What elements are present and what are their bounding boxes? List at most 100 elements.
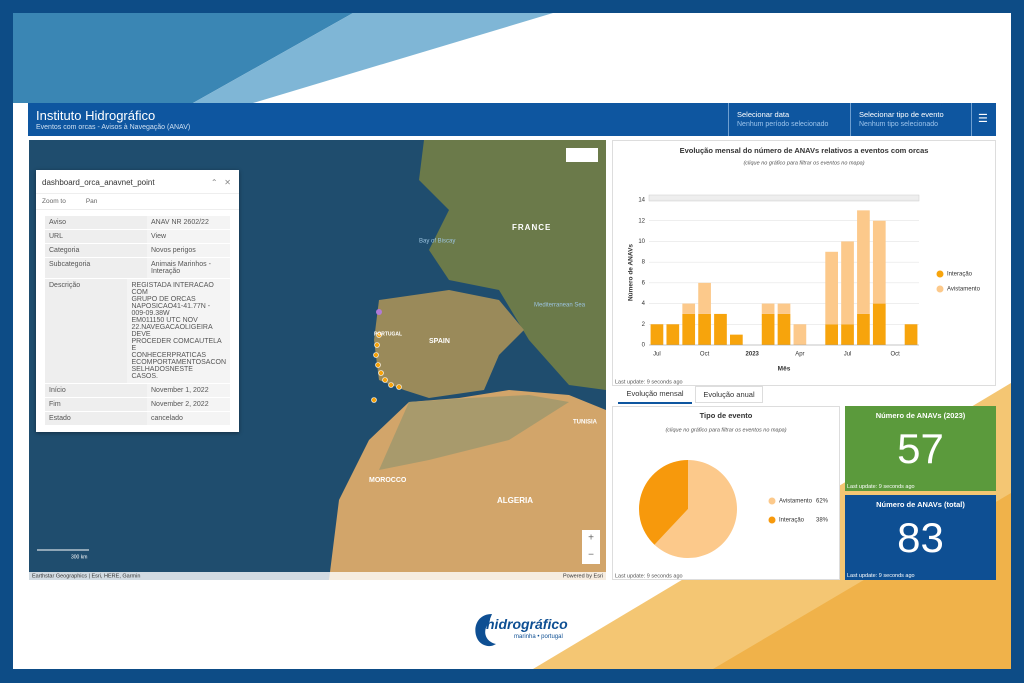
pie-chart[interactable]: Tipo de evento (clique no gráfico para fi… xyxy=(613,407,839,579)
app-subtitle: Eventos com orcas - Avisos à Navegação (… xyxy=(36,124,191,131)
popup-row: Fim November 2, 2022 xyxy=(45,398,230,412)
popup-row: Aviso ANAV NR 2602/22 xyxy=(45,216,230,230)
attribution-bar xyxy=(29,572,606,580)
field-value: Novos perigos xyxy=(147,244,230,257)
bar-segment xyxy=(872,220,886,304)
y-axis-title: Número de ANAVs xyxy=(628,244,635,301)
bar-segment xyxy=(857,210,870,314)
bar-segment xyxy=(730,334,743,345)
logo: hidrográfico marinha • portugal xyxy=(470,610,590,650)
logo-name: hidrográfico xyxy=(486,616,568,632)
shape xyxy=(376,332,382,338)
y-tick-label: 14 xyxy=(638,198,645,204)
legend-swatch xyxy=(936,285,944,293)
zoom-in[interactable]: + xyxy=(588,533,594,544)
y-tick-label: 4 xyxy=(642,301,646,307)
last-update: Last update: 9 seconds ago xyxy=(615,573,683,579)
value-label: 62% xyxy=(816,499,829,505)
tab[interactable]: Evolução anual xyxy=(695,386,763,403)
map-label: PORTUGAL xyxy=(374,331,402,337)
range-slider xyxy=(648,194,920,202)
field-key: Descrição xyxy=(45,279,128,383)
bar-segment xyxy=(650,324,664,345)
field-value: cancelado xyxy=(147,412,230,425)
selected-point[interactable] xyxy=(376,309,382,315)
logo-mark xyxy=(475,614,496,647)
shape xyxy=(396,384,402,390)
legend-label: Interação xyxy=(947,272,973,278)
bar-segment xyxy=(714,313,727,345)
scale-label: 300 km xyxy=(71,554,87,560)
y-tick-label: 2 xyxy=(642,322,646,328)
app-title: Instituto Hidrográfico xyxy=(36,108,156,123)
map-label: ALGERIA xyxy=(497,496,533,505)
chart-subtitle: (clique no gráfico para filtrar os event… xyxy=(743,160,864,166)
pie-panel: Tipo de evento (clique no gráfico para fi… xyxy=(612,406,840,580)
x-tick-label: Oct xyxy=(891,352,901,358)
view-toggle[interactable] xyxy=(566,148,598,162)
shape xyxy=(388,382,394,388)
field-value: REGISTADA INTERACAO COM GRUPO DE ORCAS N… xyxy=(127,279,230,383)
kpi-value: 83 xyxy=(897,514,944,561)
y-tick-label: 12 xyxy=(638,218,645,224)
zoom-control[interactable] xyxy=(582,530,600,564)
field-key: Aviso xyxy=(45,216,147,229)
popup-title-text: dashboard_orca_anavnet_point xyxy=(42,178,155,187)
field-key: URL xyxy=(45,230,147,243)
popup-tool[interactable]: Zoom to xyxy=(42,198,66,205)
shape xyxy=(193,13,553,103)
powered-by: Powered by Esri xyxy=(563,573,603,579)
field-key: Subcategoria xyxy=(45,258,147,278)
shape xyxy=(378,370,384,376)
popup-row: Descrição REGISTADA INTERACAO COM GRUPO D… xyxy=(45,279,230,384)
tab[interactable]: Evolução mensal xyxy=(618,386,692,404)
bar-segment xyxy=(682,313,696,345)
bar-segment xyxy=(682,303,696,314)
popup-row: URL View xyxy=(45,230,230,244)
type-filter[interactable]: Selecionar tipo de evento Nenhum tipo se… xyxy=(850,103,972,136)
kpi-card: Número de ANAVs (2023) 57 Last update: 9 s… xyxy=(845,406,996,491)
field-key: Categoria xyxy=(45,244,147,257)
x-tick-label: Jul xyxy=(653,352,661,358)
pie-slice xyxy=(639,460,688,545)
kpi-card: Número de ANAVs (total) 83 Last update: 9 … xyxy=(845,495,996,580)
field-value: Animais Marinhos - Interação xyxy=(147,258,230,278)
popup-row: Subcategoria Animais Marinhos - Interação xyxy=(45,258,230,279)
bar-panel: Evolução mensal do número de ANAVs relat… xyxy=(612,140,996,386)
map-label: TUNISIA xyxy=(573,420,598,426)
map-label: Bay of Biscay xyxy=(419,239,455,245)
legend-label: Avistamento xyxy=(779,499,813,505)
menu-button[interactable]: ☰ xyxy=(978,113,988,125)
date-filter[interactable]: Selecionar data Nenhum período seleciona… xyxy=(728,103,851,136)
filter-label: Selecionar data xyxy=(737,110,790,119)
bar-chart[interactable]: Evolução mensal do número de ANAVs relat… xyxy=(613,141,995,385)
x-tick-label: 2023 xyxy=(746,352,760,358)
kpi-value: 57 xyxy=(897,425,944,472)
popup-tool[interactable]: Pan xyxy=(85,198,98,205)
last-update: Last update: 9 seconds ago xyxy=(847,573,915,579)
logo-tagline: marinha • portugal xyxy=(514,634,563,640)
shape xyxy=(371,397,377,403)
bar-segment xyxy=(904,324,918,345)
bar-segment xyxy=(872,303,886,345)
field-value: November 1, 2022 xyxy=(147,384,230,397)
legend-label: Avistamento xyxy=(947,287,981,293)
kpi-title: Número de ANAVs (total) xyxy=(876,500,965,509)
y-tick-label: 6 xyxy=(642,280,646,286)
popup-fields: Aviso ANAV NR 2602/22 URL View Categoria Novo… xyxy=(36,210,239,432)
bar-segment xyxy=(761,303,775,314)
filter-value: Nenhum tipo selecionado xyxy=(859,121,938,128)
popup-close[interactable]: ⌃ ✕ xyxy=(210,178,231,187)
bar-segment xyxy=(825,251,838,325)
bar-segment xyxy=(857,313,870,345)
field-value: View xyxy=(147,230,230,243)
last-update: Last update: 9 seconds ago xyxy=(615,379,683,385)
field-key: Estado xyxy=(45,412,147,425)
chart-title: Tipo de evento xyxy=(700,411,753,420)
legend-label: Interação xyxy=(779,518,805,524)
popup-tools: Zoom to Pan xyxy=(36,193,239,210)
event-points[interactable] xyxy=(371,332,402,403)
x-tick-label: Oct xyxy=(700,352,710,358)
zoom-out[interactable]: − xyxy=(588,550,594,561)
